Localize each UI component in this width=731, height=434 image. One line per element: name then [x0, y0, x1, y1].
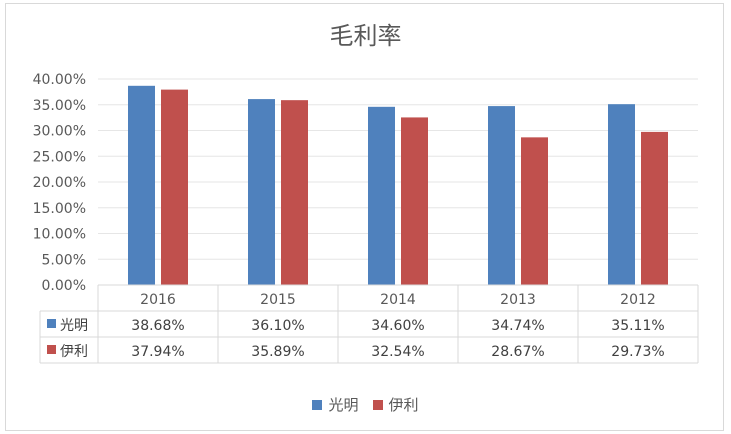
bar-yili-2012 [641, 131, 668, 285]
table-cell-value: 35.89% [251, 344, 304, 360]
table-cell-value: 29.73% [611, 344, 664, 360]
y-tick-label: 30.00% [33, 124, 86, 140]
category-label: 2014 [380, 292, 416, 308]
y-tick-label: 20.00% [33, 175, 86, 191]
legend: 光明 伊利 [0, 394, 731, 415]
y-tick-label: 5.00% [42, 252, 86, 268]
bar-guangming-2015 [248, 99, 275, 286]
table-cell-value: 35.11% [611, 318, 664, 334]
y-tick-label: 15.00% [33, 201, 86, 217]
legend-item-guangming: 光明 [312, 394, 359, 415]
table-legend-key [47, 345, 56, 354]
table-series-label: 光明 [60, 318, 88, 334]
table-cell-value: 36.10% [251, 318, 304, 334]
y-tick-label: 25.00% [33, 149, 86, 165]
bar-guangming-2014 [368, 106, 395, 285]
y-tick-label: 35.00% [33, 98, 86, 114]
bar-guangming-2016 [128, 85, 155, 285]
bar-guangming-2013 [488, 106, 515, 286]
table-cell-value: 32.54% [371, 344, 424, 360]
table-cell-value: 34.60% [371, 318, 424, 334]
table-cell-value: 37.94% [131, 344, 184, 360]
legend-swatch-yili [372, 399, 383, 410]
table-legend-key [47, 319, 56, 328]
y-tick-label: 40.00% [33, 72, 86, 88]
y-tick-label: 0.00% [42, 278, 86, 294]
bar-yili-2014 [401, 117, 428, 285]
bar-yili-2013 [521, 137, 548, 285]
legend-item-yili: 伊利 [372, 394, 419, 415]
bar-yili-2015 [281, 100, 308, 285]
table-cell-value: 34.74% [491, 318, 544, 334]
category-label: 2012 [620, 292, 656, 308]
legend-label-guangming: 光明 [328, 396, 359, 414]
table-series-label: 伊利 [60, 344, 88, 360]
chart-title: 毛利率 [329, 22, 402, 50]
category-label: 2015 [260, 292, 296, 308]
table-cell-value: 38.68% [131, 318, 184, 334]
table-cell-value: 28.67% [491, 344, 544, 360]
legend-label-yili: 伊利 [388, 396, 419, 414]
legend-swatch-guangming [312, 399, 323, 410]
chart-frame [5, 3, 724, 431]
category-label: 2013 [500, 292, 536, 308]
bar-guangming-2012 [608, 104, 635, 285]
category-label: 2016 [140, 292, 176, 308]
bar-yili-2016 [161, 89, 188, 285]
y-tick-label: 10.00% [33, 227, 86, 243]
